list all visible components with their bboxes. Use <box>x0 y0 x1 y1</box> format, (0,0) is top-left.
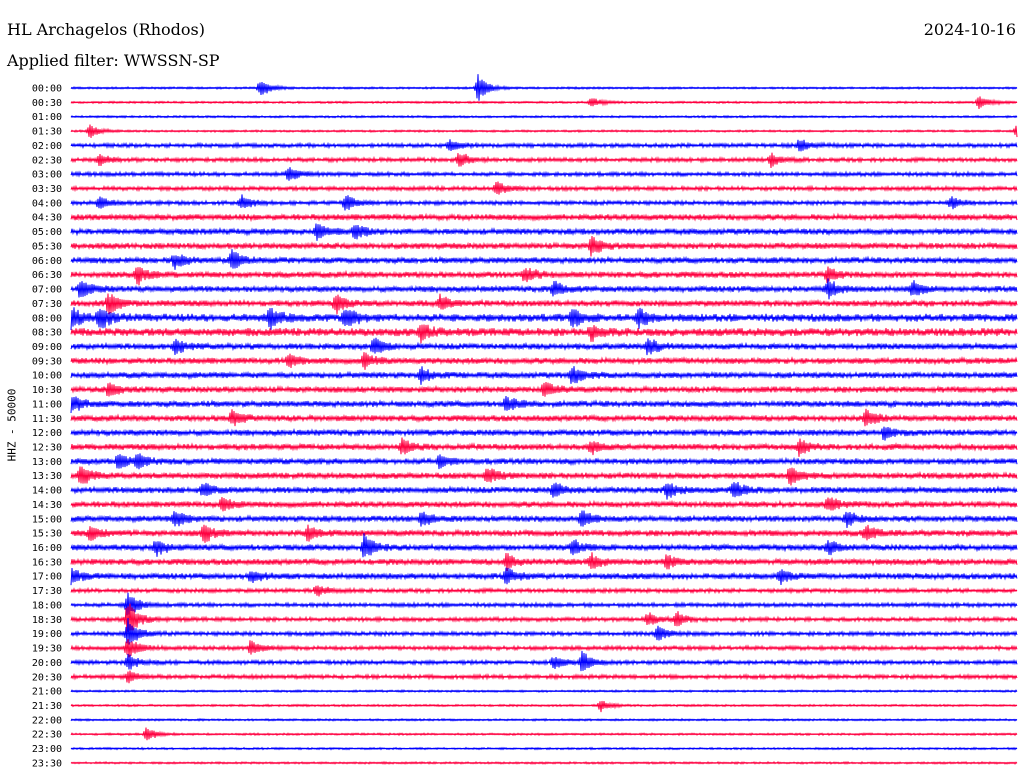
time-label-0100: 01:00 <box>32 112 62 123</box>
trace-1600 <box>70 533 1018 558</box>
time-label-0600: 06:00 <box>32 256 62 267</box>
time-label-0030: 00:30 <box>32 98 62 109</box>
trace-0600 <box>70 249 1018 270</box>
time-label-0800: 08:00 <box>32 313 62 324</box>
time-label-0400: 04:00 <box>32 198 62 209</box>
time-label-0700: 07:00 <box>32 285 62 296</box>
trace-1900 <box>70 617 1018 645</box>
time-label-1900: 19:00 <box>32 629 62 640</box>
time-label-1700: 17:00 <box>32 572 62 583</box>
trace-1430 <box>70 497 1018 512</box>
time-label-1130: 11:30 <box>32 414 62 425</box>
time-label-0630: 06:30 <box>32 270 62 281</box>
time-label-1430: 14:30 <box>32 500 62 511</box>
trace-1200 <box>70 426 1018 441</box>
trace-0530 <box>70 235 1018 257</box>
time-label-0500: 05:00 <box>32 227 62 238</box>
filter-label: Applied filter: WWSSN-SP <box>7 51 220 70</box>
time-label-1400: 14:00 <box>32 486 62 497</box>
time-label-2130: 21:30 <box>32 701 62 712</box>
trace-0630 <box>70 266 1018 286</box>
trace-2130 <box>70 700 1018 713</box>
traces <box>70 74 1018 765</box>
time-label-1930: 19:30 <box>32 644 62 655</box>
trace-1130 <box>70 408 1018 427</box>
time-label-1300: 13:00 <box>32 457 62 468</box>
time-label-1330: 13:30 <box>32 471 62 482</box>
time-label-0330: 03:30 <box>32 184 62 195</box>
time-label-1730: 17:30 <box>32 586 62 597</box>
time-label-2300: 23:00 <box>32 744 62 755</box>
time-label-1830: 18:30 <box>32 615 62 626</box>
trace-1400 <box>70 481 1018 500</box>
time-label-1000: 10:00 <box>32 371 62 382</box>
time-label-0000: 00:00 <box>32 84 62 95</box>
time-label-0230: 02:30 <box>32 155 62 166</box>
trace-1800 <box>70 592 1018 616</box>
time-label-0830: 08:30 <box>32 328 62 339</box>
trace-0800 <box>70 307 1018 331</box>
time-label-2030: 20:30 <box>32 672 62 683</box>
time-label-1200: 12:00 <box>32 428 62 439</box>
time-label-1100: 11:00 <box>32 399 62 410</box>
time-label-1800: 18:00 <box>32 600 62 611</box>
time-label-2100: 21:00 <box>32 687 62 698</box>
time-label-0200: 02:00 <box>32 141 62 152</box>
trace-0430 <box>70 212 1018 223</box>
time-label-0900: 09:00 <box>32 342 62 353</box>
time-label-0730: 07:30 <box>32 299 62 310</box>
time-label-0430: 04:30 <box>32 213 62 224</box>
time-label-2000: 20:00 <box>32 658 62 669</box>
time-label-0130: 01:30 <box>32 127 62 138</box>
trace-0830 <box>70 324 1018 344</box>
time-label-1630: 16:30 <box>32 557 62 568</box>
time-label-1500: 15:00 <box>32 514 62 525</box>
time-labels: 00:00 00:30 01:00 01:30 02:00 02:30 03:00 03:30… <box>32 84 62 770</box>
time-label-2230: 22:30 <box>32 730 62 741</box>
station-title: HL Archagelos (Rhodos) <box>7 20 205 39</box>
time-label-1030: 10:30 <box>32 385 62 396</box>
date-label: 2024-10-16 <box>923 20 1016 39</box>
time-label-0300: 03:00 <box>32 170 62 181</box>
time-label-0930: 09:30 <box>32 356 62 367</box>
time-label-2200: 22:00 <box>32 715 62 726</box>
time-label-1230: 12:30 <box>32 443 62 454</box>
time-label-1600: 16:00 <box>32 543 62 554</box>
trace-1500 <box>70 510 1018 529</box>
time-label-1530: 15:30 <box>32 529 62 540</box>
time-label-0530: 05:30 <box>32 241 62 252</box>
time-label-2330: 23:30 <box>32 758 62 769</box>
trace-2000 <box>70 650 1018 672</box>
